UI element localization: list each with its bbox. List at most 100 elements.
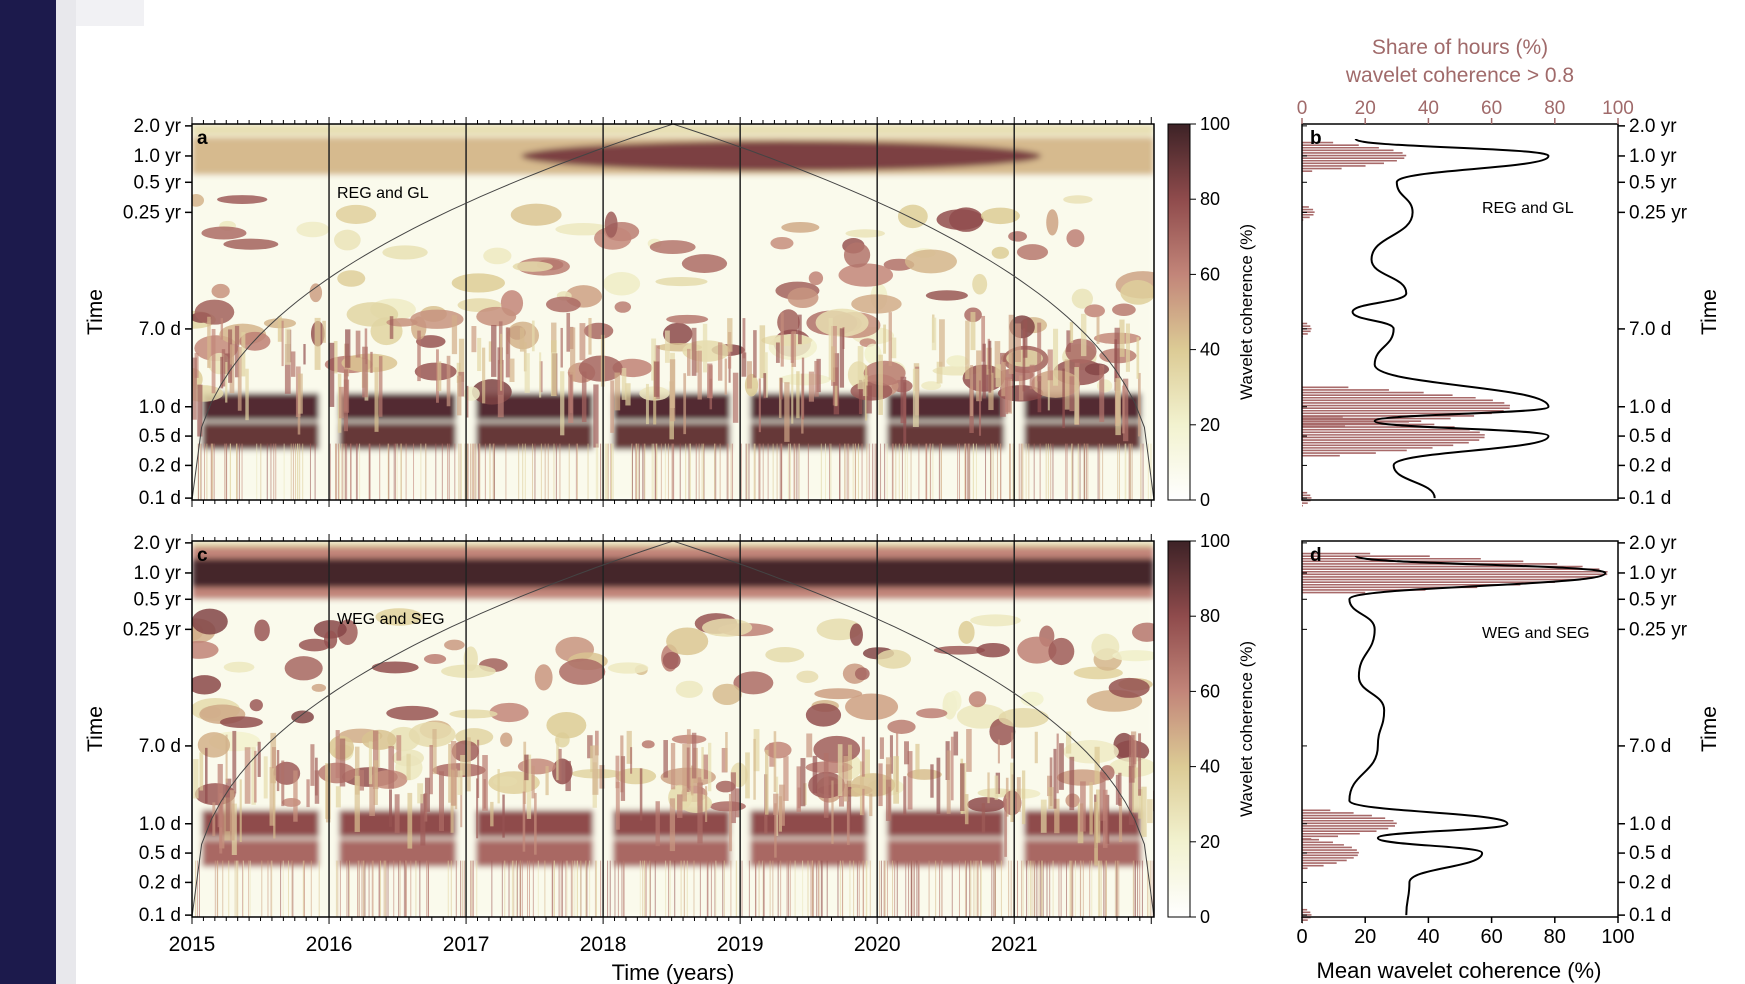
heatmap-streak: [420, 443, 422, 500]
heatmap-streak: [1054, 798, 1060, 834]
heatmap-streak: [387, 443, 389, 500]
heatmap-streak: [727, 443, 729, 500]
heatmap-streak: [455, 860, 457, 917]
heatmap-streak: [891, 443, 893, 500]
heatmap-blob: [1066, 229, 1085, 248]
heatmap-streak: [631, 443, 633, 500]
heatmap-streak: [980, 860, 982, 917]
colorbar-tick-label: 0: [1200, 907, 1210, 927]
heatmap-blob: [296, 221, 330, 238]
heatmap-blob: [796, 670, 819, 683]
heatmap-blob: [615, 767, 657, 785]
heatmap-streak: [672, 443, 674, 500]
heatmap-streak: [1053, 748, 1057, 809]
heatmap-streak: [864, 365, 868, 421]
heatmap-streak: [1050, 443, 1052, 500]
heatmap-streak: [467, 443, 469, 500]
heatmap-streak: [857, 346, 864, 390]
heatmap-streak: [685, 443, 687, 500]
heatmap-streak: [282, 860, 284, 917]
heatmap-streak: [701, 747, 704, 780]
heatmap-streak: [848, 443, 850, 500]
y-tick-label: 0.5 d: [139, 426, 181, 447]
heatmap-blob: [298, 638, 331, 652]
heatmap-streak: [802, 860, 804, 917]
y-tick-label: 7.0 d: [139, 319, 181, 340]
heatmap-streak: [1069, 860, 1071, 917]
heatmap-streak: [345, 443, 347, 500]
heatmap-blob: [239, 331, 271, 351]
heatmap-streak: [248, 860, 250, 917]
heatmap-streak: [426, 860, 428, 917]
heatmap-blob: [967, 797, 1005, 812]
x-tick-label: 2015: [169, 933, 216, 956]
y-tick-label: 1.0 d: [1629, 814, 1671, 835]
heatmap-blob: [904, 249, 957, 274]
heatmap-streak: [1099, 365, 1105, 422]
colorbar-tick-label: 60: [1200, 681, 1220, 701]
heatmap-streak: [389, 316, 394, 339]
heatmap-streak: [281, 320, 284, 367]
heatmap-streak: [726, 443, 728, 500]
heatmap-blob: [897, 204, 928, 229]
heatmap-streak: [915, 743, 920, 779]
heatmap-streak: [526, 860, 528, 917]
heatmap-blob: [500, 732, 513, 747]
heatmap-streak: [918, 443, 920, 500]
heatmap-streak: [362, 346, 368, 398]
heatmap-streak: [1009, 443, 1011, 500]
heatmap-streak: [779, 443, 781, 500]
heatmap-streak: [665, 860, 667, 917]
heatmap-streak: [636, 443, 638, 500]
heatmap-streak: [970, 312, 976, 351]
heatmap-streak: [654, 860, 656, 917]
heatmap-blob: [1112, 650, 1154, 662]
heatmap-blob: [346, 302, 399, 327]
heatmap-blob: [681, 254, 728, 274]
heatmap-streak: [736, 860, 738, 917]
x-tick-label: 2019: [717, 933, 764, 956]
y-tick-label: 2.0 yr: [133, 533, 181, 554]
heatmap-blob: [1046, 209, 1059, 236]
heatmap-streak: [994, 341, 1001, 378]
heatmap-streak: [1132, 860, 1134, 917]
heatmap-streak: [741, 352, 747, 377]
heatmap-streak: [460, 860, 462, 917]
heatmap-streak: [693, 860, 695, 917]
y-tick-label: 0.5 d: [139, 843, 181, 864]
heatmap-streak: [883, 860, 885, 917]
heatmap-blob: [444, 639, 465, 651]
heatmap-blob: [845, 693, 899, 721]
heatmap-blob: [371, 661, 419, 674]
heatmap-streak: [695, 350, 699, 373]
heatmap-streak: [965, 860, 967, 917]
heatmap-streak: [314, 443, 316, 500]
heatmap-streak: [479, 443, 481, 500]
heatmap-streak: [745, 752, 750, 799]
heatmap-blob: [1084, 304, 1105, 318]
heatmap-streak: [644, 860, 646, 917]
heatmap-streak: [868, 443, 870, 500]
heatmap-streak: [1124, 443, 1126, 500]
top-tab-shape: [76, 0, 144, 26]
heatmap-streak: [664, 330, 670, 363]
heatmap-streak: [653, 443, 655, 500]
heatmap-streak: [260, 443, 262, 500]
heatmap-streak: [830, 443, 832, 500]
heatmap-blob: [451, 273, 505, 293]
heatmap-streak: [977, 860, 979, 917]
heatmap-streak: [299, 443, 301, 500]
heatmap-blob: [655, 277, 708, 287]
heatmap-streak: [559, 443, 561, 500]
heatmap-streak: [973, 860, 975, 917]
heatmap-streak: [229, 443, 231, 500]
heatmap-streak: [1029, 364, 1035, 390]
heatmap-streak: [643, 443, 645, 500]
heatmap-streak: [683, 373, 687, 435]
heatmap-streak: [599, 765, 605, 789]
heatmap-streak: [555, 443, 557, 500]
heatmap-streak: [345, 329, 351, 368]
heatmap-streak: [653, 361, 660, 397]
panel-d-plot-area: [1302, 541, 1618, 917]
heatmap-streak: [837, 744, 843, 797]
